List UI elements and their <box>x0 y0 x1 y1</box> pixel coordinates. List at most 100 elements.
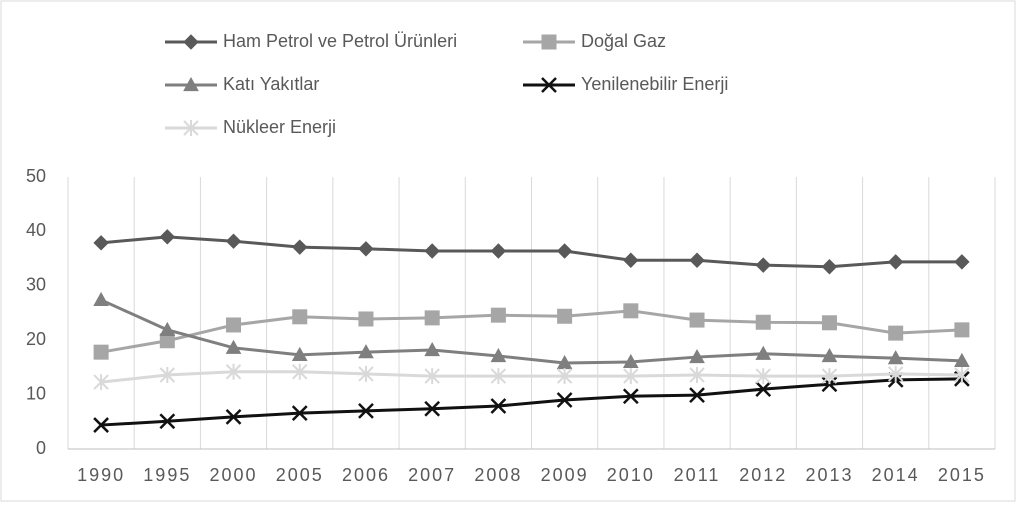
legend-label: Katı Yakıtlar <box>223 74 319 94</box>
marker <box>490 398 507 414</box>
x-tick-label: 2007 <box>408 465 456 485</box>
marker <box>93 374 109 391</box>
marker <box>358 365 374 382</box>
marker <box>541 34 557 50</box>
marker <box>159 321 176 336</box>
marker <box>93 417 109 433</box>
marker <box>358 311 374 327</box>
marker <box>689 252 705 268</box>
marker <box>424 400 441 417</box>
marker <box>159 367 176 384</box>
x-tick-label: 1995 <box>143 465 191 485</box>
marker <box>424 368 440 385</box>
marker <box>225 233 242 249</box>
marker <box>490 347 507 363</box>
marker <box>623 252 639 268</box>
marker <box>887 365 904 382</box>
x-tick-label: 2013 <box>805 465 853 485</box>
marker <box>821 347 838 363</box>
legend-label: Yenilenebilir Enerji <box>581 74 728 94</box>
x-tick-label: 2012 <box>739 465 787 485</box>
marker <box>821 315 837 331</box>
marker <box>541 77 557 93</box>
marker <box>954 367 970 384</box>
y-tick-label: 40 <box>26 220 46 240</box>
marker <box>424 341 441 357</box>
marker <box>225 363 242 380</box>
marker <box>358 241 374 257</box>
legend-label: Ham Petrol ve Petrol Ürünleri <box>223 31 457 51</box>
marker <box>556 392 573 408</box>
x-tick-label: 2015 <box>938 465 986 485</box>
x-tick-label: 2010 <box>607 465 655 485</box>
marker <box>358 344 374 359</box>
marker <box>424 243 440 259</box>
marker <box>159 413 176 430</box>
marker <box>954 322 970 338</box>
marker <box>689 312 705 328</box>
series-line <box>100 309 962 354</box>
y-tick-label: 20 <box>26 329 46 349</box>
legend-label: Doğal Gaz <box>581 31 666 51</box>
marker <box>490 307 506 323</box>
marker <box>159 229 176 245</box>
marker <box>556 243 573 259</box>
series-line <box>100 370 962 384</box>
marker <box>622 388 639 405</box>
marker <box>755 381 772 398</box>
marker <box>623 368 639 385</box>
series-line <box>101 377 962 427</box>
x-tick-label: 2008 <box>474 465 522 485</box>
marker <box>623 303 639 319</box>
marker <box>183 120 199 136</box>
marker <box>424 310 440 326</box>
marker <box>821 368 838 385</box>
marker <box>755 368 771 385</box>
marker <box>954 352 970 367</box>
marker <box>183 34 199 50</box>
marker <box>292 239 308 255</box>
x-tick-label: 2006 <box>342 465 390 485</box>
marker <box>292 363 308 380</box>
marker <box>358 403 374 419</box>
marker <box>93 291 109 307</box>
marker <box>490 368 507 385</box>
marker <box>183 76 199 92</box>
marker <box>93 235 109 251</box>
y-tick-label: 30 <box>26 275 46 295</box>
marker <box>689 349 705 364</box>
marker <box>888 325 904 341</box>
marker <box>556 368 573 385</box>
marker <box>821 259 838 275</box>
marker <box>954 254 970 270</box>
marker <box>490 243 507 259</box>
y-tick-label: 50 <box>26 166 46 186</box>
marker <box>689 367 705 384</box>
marker <box>225 339 242 354</box>
marker <box>557 308 573 324</box>
marker <box>291 405 308 421</box>
x-tick-label: 1990 <box>77 465 125 485</box>
marker <box>225 409 242 425</box>
marker <box>887 350 904 365</box>
x-tick-label: 2000 <box>210 465 258 485</box>
legend-label: Nükleer Enerji <box>223 117 336 137</box>
marker <box>292 309 308 325</box>
y-tick-label: 10 <box>26 383 46 403</box>
x-tick-label: 2014 <box>872 465 920 485</box>
marker <box>93 344 109 360</box>
series-line <box>100 235 962 269</box>
marker <box>622 353 639 369</box>
x-tick-label: 2011 <box>674 465 721 485</box>
y-tick-label: 0 <box>36 438 46 458</box>
x-tick-label: 2005 <box>276 465 324 485</box>
marker <box>226 317 242 333</box>
marker <box>755 314 771 330</box>
marker <box>689 387 705 404</box>
marker <box>291 346 308 361</box>
marker <box>755 345 772 360</box>
series-line <box>100 298 962 365</box>
marker <box>887 254 904 270</box>
x-tick-label: 2009 <box>541 465 589 485</box>
